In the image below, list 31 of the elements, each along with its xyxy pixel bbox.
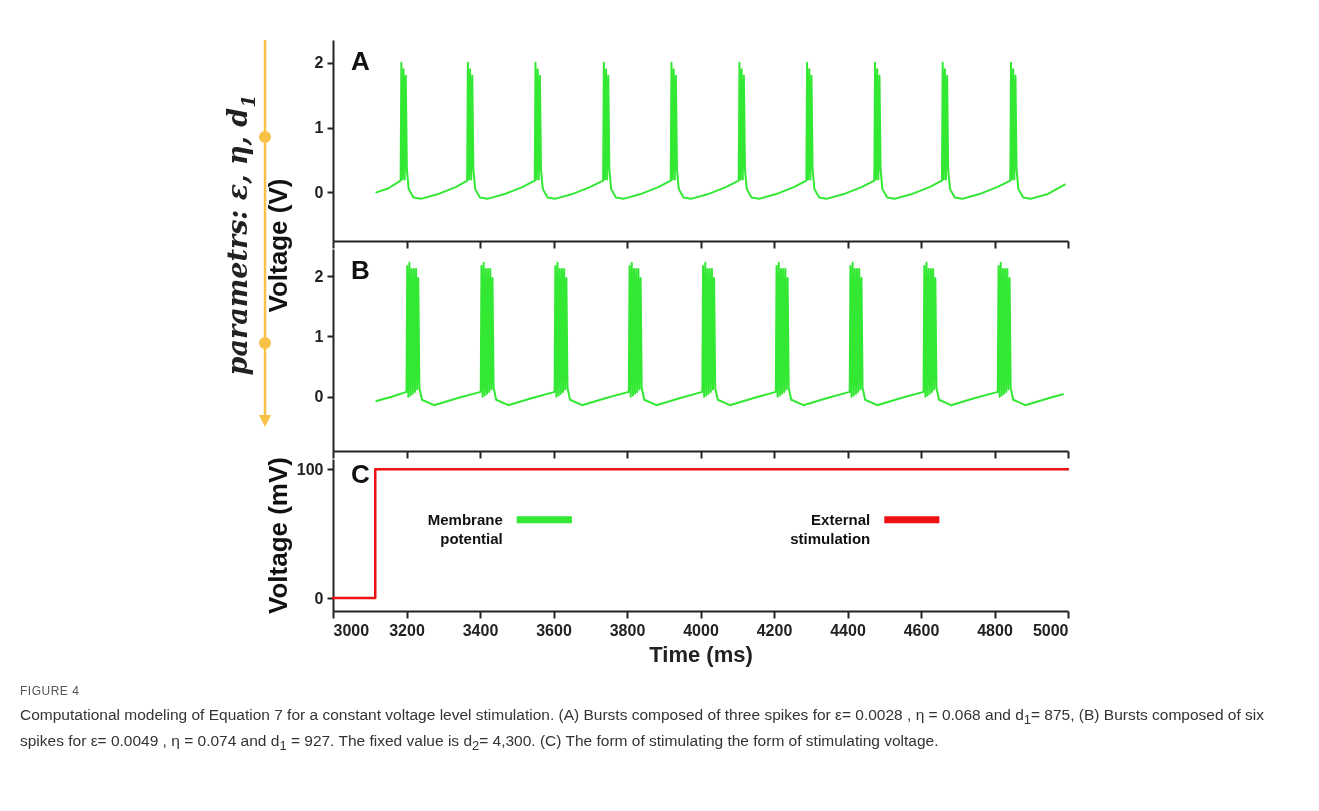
x-tick-label: 3800 xyxy=(609,621,646,639)
annotation: B xyxy=(351,255,370,285)
x-tick-label: 4600 xyxy=(903,621,940,639)
y-tick-label: 0 xyxy=(314,183,324,201)
text: Computational modeling of Equation 7 for a constant voltage level stimulation. (A) Bursts composed of three spikes for ε= 0.0028 , η = 0.068 and d$_{1}$= 875, (B) Bursts composed of six spikes for ε= 0.0049 , η = 0.074 and d$_{1}$ = 927. The fixed value is d$_{2}$= 4,300. (C) The form of stimulating the form of stimulating voltage. xyxy=(20,706,1265,753)
legend-label: Membrane potential xyxy=(427,510,503,547)
x-tick-label: 3000 xyxy=(333,621,370,639)
x-tick-label: 3200 xyxy=(389,621,425,639)
y-tick-label: 100 xyxy=(296,460,324,478)
y-tick-label: 0 xyxy=(314,589,324,607)
caption: FIGURE 4 xyxy=(20,684,81,698)
x-tick-label: 3600 xyxy=(536,621,572,639)
y-tick-label: 0 xyxy=(314,388,324,406)
annotation: C xyxy=(351,459,370,489)
y-axis-title: Voltage (mV) xyxy=(262,457,293,614)
y-tick-label: 2 xyxy=(314,54,324,72)
x-tick-label: 4800 xyxy=(977,621,1013,639)
y-tick-label: 2 xyxy=(314,267,324,285)
x-tick-label: 4400 xyxy=(830,621,866,639)
x-axis-title: Time (ms) xyxy=(649,641,753,667)
x-tick-label: 4000 xyxy=(683,621,719,639)
legend-label: External stimulation xyxy=(790,510,871,547)
x-tick-label: 5000 xyxy=(1032,621,1069,639)
x-tick-label: 4200 xyxy=(756,621,793,639)
x-tick-label: 3400 xyxy=(462,621,499,639)
y-axis-title: Voltage (V) xyxy=(262,178,293,313)
line-series xyxy=(375,61,1066,200)
line-series xyxy=(375,261,1064,407)
y-tick-label: 1 xyxy=(314,327,324,345)
annotation: A xyxy=(351,46,370,76)
y-tick-label: 1 xyxy=(314,119,324,137)
